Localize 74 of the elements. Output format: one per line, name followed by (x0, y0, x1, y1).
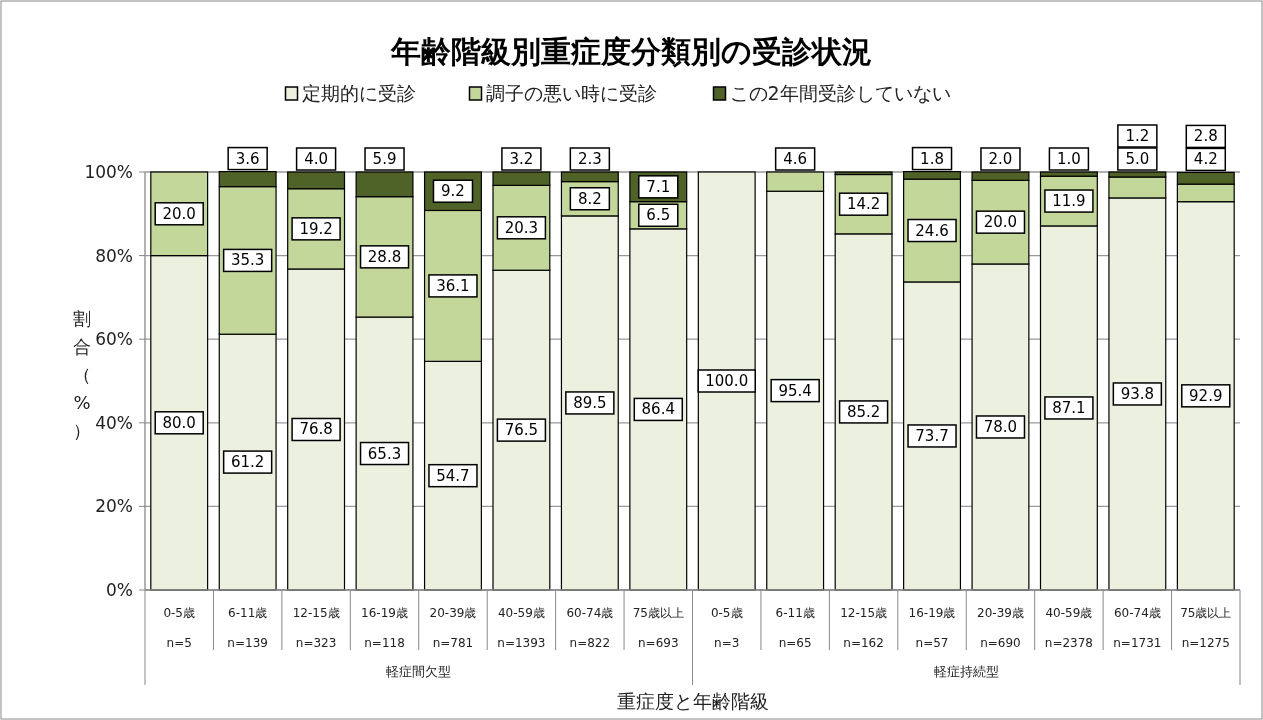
category-label: 75歳以上 n=1275 (1180, 606, 1232, 650)
data-label: 7.1 (646, 177, 671, 196)
data-label: 85.2 (846, 402, 881, 421)
data-label: 2.0 (988, 150, 1013, 168)
data-label: 92.9 (1189, 386, 1223, 405)
data-label: 73.7 (915, 426, 949, 445)
category-label: 60-74歳 n=1731 (1113, 606, 1162, 650)
legend-label: 調子の悪い時に受診 (485, 82, 657, 104)
data-label: 93.8 (1120, 384, 1155, 403)
y-tick-label: 100% (84, 162, 133, 182)
x-axis-title: 重症度と年齢階級 (616, 690, 769, 712)
data-label: 3.6 (235, 149, 260, 168)
data-label: 9.2 (441, 182, 465, 201)
data-label: 35.3 (230, 251, 265, 270)
data-label: 54.7 (436, 466, 470, 485)
data-label: 28.8 (367, 247, 402, 266)
category-label: 20-39歳 n=690 (977, 606, 1024, 650)
data-label: 4.0 (304, 150, 329, 168)
y-tick-label: 0% (106, 580, 133, 600)
data-label: 20.0 (983, 213, 1018, 232)
data-label: 24.6 (915, 221, 949, 240)
data-label: 89.5 (573, 393, 607, 412)
y-tick-label: 60% (95, 329, 133, 350)
category-label: 40-59歳 n=1393 (497, 606, 546, 650)
data-label: 4.2 (1193, 150, 1218, 169)
text: 軽症間欠型 (386, 664, 452, 679)
data-label: 65.3 (367, 444, 402, 463)
data-label: 11.9 (1052, 192, 1086, 211)
data-label: 3.2 (509, 150, 534, 168)
data-label: 5.9 (372, 150, 397, 168)
category-label: 0-5歳 n=3 (710, 606, 743, 650)
data-label: 2.8 (1193, 127, 1218, 146)
data-label: 61.2 (230, 453, 265, 472)
data-label: 2.3 (577, 150, 602, 168)
data-label: 86.4 (641, 400, 675, 419)
legend-label: この2年間受診していない (729, 82, 951, 104)
data-label: 36.1 (436, 276, 470, 295)
data-label: 100.0 (705, 372, 749, 390)
category-label: 40-59歳 n=2378 (1044, 606, 1094, 650)
category-label: 60-74歳 n=822 (566, 606, 614, 650)
data-label: 8.2 (577, 189, 602, 208)
data-label: 4.6 (783, 150, 808, 168)
category-label: 6-11歳 n=139 (227, 606, 268, 650)
y-tick-label: 20% (95, 496, 133, 517)
data-label: 14.2 (846, 195, 881, 214)
category-label: 6-11歳 n=65 (775, 606, 815, 650)
data-label: 80.0 (162, 413, 196, 432)
data-label: 20.0 (162, 204, 196, 223)
data-label: 1.8 (920, 149, 944, 168)
bar (697, 171, 756, 591)
data-label: 76.5 (504, 421, 539, 440)
data-label: 95.4 (778, 381, 812, 400)
category-label: 75歳以上 n=693 (632, 606, 684, 650)
chart-title: 年齢階級別重症度分類別の受診状況 (390, 34, 872, 69)
data-label: 5.0 (1125, 150, 1150, 168)
data-label: 78.0 (983, 417, 1018, 436)
y-tick-label: 40% (95, 412, 133, 433)
category-label: 16-19歳 n=118 (361, 606, 408, 650)
data-label: 1.2 (1125, 127, 1150, 145)
category-label: 12-15歳 n=162 (840, 606, 888, 650)
data-label: 19.2 (299, 219, 333, 238)
y-axis-title: 割合（%） (73, 308, 91, 441)
category-label: 0-5歳 n=5 (163, 606, 196, 650)
y-tick-label: 80% (95, 245, 133, 266)
data-label: 1.0 (1056, 150, 1081, 168)
data-label: 87.1 (1052, 398, 1086, 417)
category-label: 12-15歳 n=323 (292, 606, 340, 650)
category-label: 16-19歳 n=57 (908, 606, 956, 650)
text: 軽症持続型 (933, 664, 999, 679)
data-label: 20.3 (504, 218, 539, 237)
data-label: 76.8 (299, 420, 333, 439)
legend-label: 定期的に受診 (301, 82, 416, 104)
category-label: 20-39歳 n=781 (429, 606, 477, 650)
data-label: 6.5 (646, 206, 671, 225)
